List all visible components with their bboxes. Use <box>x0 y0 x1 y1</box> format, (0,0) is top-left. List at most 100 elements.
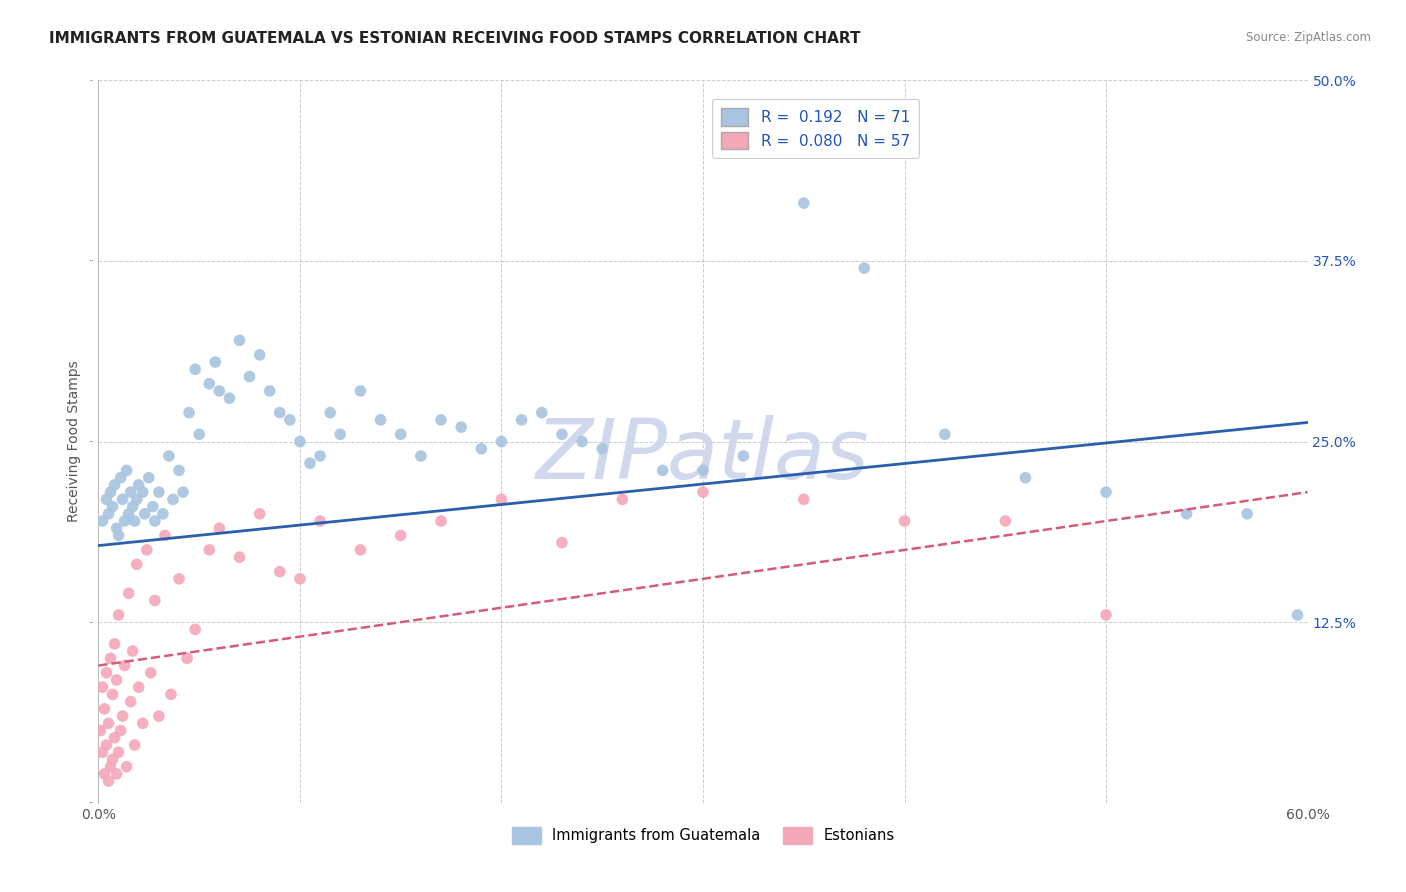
Point <box>1286 607 1309 622</box>
Point <box>128 680 150 694</box>
Point <box>91 745 114 759</box>
Point <box>121 500 143 514</box>
Point <box>110 470 132 484</box>
Point <box>269 565 291 579</box>
Point <box>125 558 148 572</box>
Point <box>651 463 673 477</box>
Point <box>1014 470 1036 484</box>
Point <box>89 723 111 738</box>
Point <box>551 427 574 442</box>
Point <box>172 485 194 500</box>
Point <box>167 463 190 477</box>
Point <box>793 492 815 507</box>
Point <box>491 434 513 449</box>
Point <box>249 507 271 521</box>
Point <box>551 535 574 549</box>
Point <box>152 507 174 521</box>
Point <box>409 449 432 463</box>
Point <box>107 745 129 759</box>
Point <box>530 406 553 420</box>
Point <box>204 355 226 369</box>
Point <box>692 485 714 500</box>
Point <box>208 384 231 398</box>
Point <box>96 492 118 507</box>
Point <box>198 376 221 391</box>
Point <box>309 449 332 463</box>
Point <box>101 687 124 701</box>
Point <box>934 427 956 442</box>
Point <box>115 760 138 774</box>
Point <box>157 449 180 463</box>
Point <box>259 384 281 398</box>
Point <box>100 760 122 774</box>
Point <box>249 348 271 362</box>
Point <box>111 709 134 723</box>
Point <box>101 752 124 766</box>
Point <box>239 369 262 384</box>
Point <box>105 767 128 781</box>
Point <box>107 528 129 542</box>
Legend: Immigrants from Guatemala, Estonians: Immigrants from Guatemala, Estonians <box>506 822 900 850</box>
Point <box>96 665 118 680</box>
Point <box>329 427 352 442</box>
Point <box>184 362 207 376</box>
Point <box>105 521 128 535</box>
Point <box>139 665 162 680</box>
Point <box>893 514 915 528</box>
Point <box>124 514 146 528</box>
Point <box>349 542 371 557</box>
Point <box>115 463 138 477</box>
Point <box>430 413 453 427</box>
Point <box>176 651 198 665</box>
Point <box>121 644 143 658</box>
Point <box>470 442 492 456</box>
Point <box>299 456 322 470</box>
Text: IMMIGRANTS FROM GUATEMALA VS ESTONIAN RECEIVING FOOD STAMPS CORRELATION CHART: IMMIGRANTS FROM GUATEMALA VS ESTONIAN RE… <box>49 31 860 46</box>
Point <box>125 492 148 507</box>
Point <box>96 738 118 752</box>
Point <box>114 514 136 528</box>
Point <box>100 651 122 665</box>
Point <box>167 572 190 586</box>
Point <box>228 334 250 348</box>
Point <box>103 478 125 492</box>
Point <box>138 470 160 484</box>
Point <box>994 514 1017 528</box>
Point <box>1175 507 1198 521</box>
Point <box>269 406 291 420</box>
Point <box>143 593 166 607</box>
Point <box>208 521 231 535</box>
Point <box>389 528 412 542</box>
Point <box>218 391 240 405</box>
Point <box>510 413 533 427</box>
Point <box>179 406 201 420</box>
Point <box>491 492 513 507</box>
Text: Source: ZipAtlas.com: Source: ZipAtlas.com <box>1246 31 1371 45</box>
Text: ZIPatlas: ZIPatlas <box>536 416 870 497</box>
Point <box>114 658 136 673</box>
Point <box>111 492 134 507</box>
Point <box>591 442 613 456</box>
Point <box>1095 485 1118 500</box>
Point <box>100 485 122 500</box>
Point <box>389 427 412 442</box>
Point <box>97 716 120 731</box>
Point <box>134 507 156 521</box>
Point <box>103 731 125 745</box>
Point <box>101 500 124 514</box>
Point <box>853 261 876 276</box>
Point <box>278 413 301 427</box>
Point <box>309 514 332 528</box>
Point <box>162 492 184 507</box>
Point <box>93 702 115 716</box>
Point <box>124 738 146 752</box>
Point <box>148 485 170 500</box>
Point <box>1236 507 1258 521</box>
Point <box>153 528 176 542</box>
Point <box>120 695 142 709</box>
Point <box>430 514 453 528</box>
Point <box>571 434 593 449</box>
Point <box>198 542 221 557</box>
Point <box>692 463 714 477</box>
Point <box>319 406 342 420</box>
